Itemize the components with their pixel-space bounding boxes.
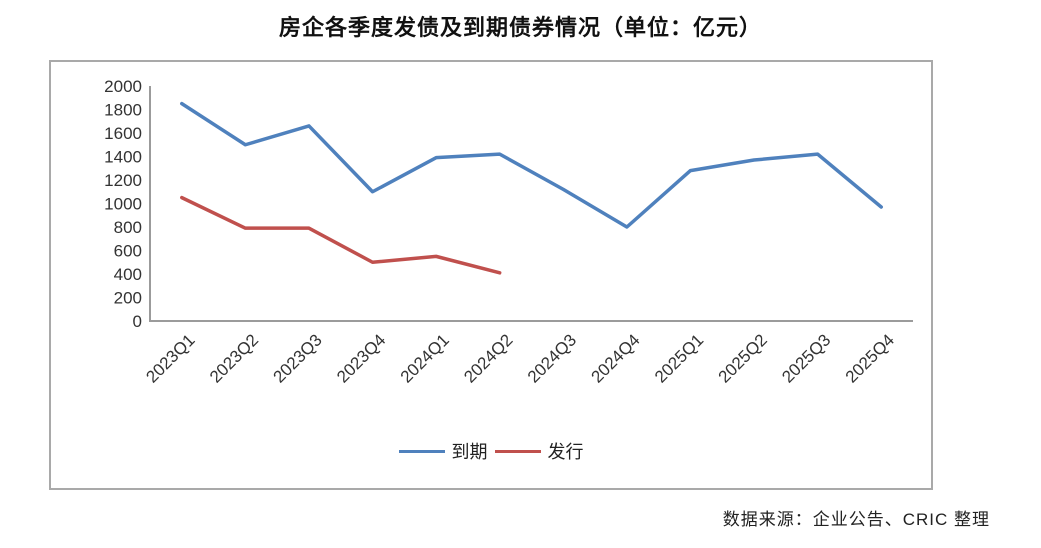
x-axis-tick-label: 2024Q2 — [460, 330, 516, 386]
legend-label-maturity: 到期 — [451, 442, 488, 462]
chart-title: 房企各季度发债及到期债券情况（单位：亿元） — [278, 15, 762, 40]
x-axis-tick-label: 2023Q4 — [333, 330, 389, 386]
legend-line-issuance-icon — [494, 449, 541, 453]
y-axis-tick-label: 1000 — [104, 195, 142, 214]
legend-line-maturity-icon — [398, 449, 445, 453]
y-axis-tick-label: 200 — [114, 289, 142, 308]
line-chart-plot: 0 200 400 600 800 1000 1200 1400 1600 1800 2000 202… — [104, 77, 913, 387]
chart-legend: 到期 发行 — [51, 438, 931, 464]
y-axis-tick-label: 600 — [114, 242, 142, 261]
x-axis-tick-label: 2025Q2 — [715, 330, 771, 386]
axis-lines — [149, 86, 913, 322]
y-axis-tick-label: 2000 — [104, 77, 142, 96]
x-axis-tick-label: 2023Q2 — [206, 330, 262, 386]
y-axis-tick-label: 0 — [133, 312, 142, 331]
chart-area: 0 200 400 600 800 1000 1200 1400 1600 1800 2000 202… — [49, 60, 933, 490]
y-axis-tick-label: 1200 — [104, 171, 142, 190]
y-axis-tick-label: 400 — [114, 265, 142, 284]
y-axis-tick-label: 1400 — [104, 148, 142, 167]
legend-label-issuance: 发行 — [547, 442, 584, 462]
series-line-0 — [180, 101, 883, 229]
x-axis-tick-label: 2024Q4 — [587, 330, 643, 386]
y-axis-tick-label: 800 — [114, 218, 142, 237]
y-axis-tick-label: 1800 — [104, 101, 142, 120]
x-axis-tick-label: 2025Q3 — [778, 330, 834, 386]
x-axis-tick-label: 2025Q4 — [842, 330, 898, 386]
x-axis-tick-label: 2024Q3 — [524, 330, 580, 386]
x-axis-tick-label: 2024Q1 — [397, 330, 453, 386]
x-axis-tick-label: 2025Q1 — [651, 330, 707, 386]
x-axis-tick-label: 2023Q1 — [142, 330, 198, 386]
data-source-note: 数据来源：企业公告、CRIC 整理 — [722, 510, 990, 529]
x-axis-tick-label: 2023Q3 — [270, 330, 326, 386]
series-line-1 — [180, 195, 502, 275]
y-axis-tick-label: 1600 — [104, 124, 142, 143]
